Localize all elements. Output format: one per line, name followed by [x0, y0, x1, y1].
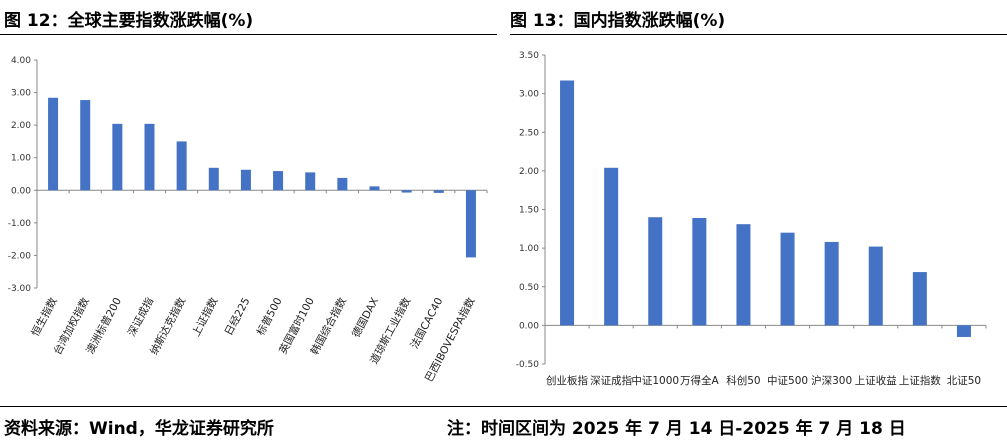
bar-right-5	[780, 232, 795, 326]
footer-note: 注：时间区间为 2025 年 7 月 14 日-2025 年 7 月 18 日	[447, 419, 906, 439]
bar-right-0	[560, 80, 575, 326]
category-label: 北证50	[947, 375, 981, 387]
category-label: 深证成指	[590, 374, 632, 387]
category-label: 深证成指	[125, 295, 156, 339]
footer-divider	[0, 406, 1007, 407]
bar-left-3	[144, 123, 155, 191]
bar-right-4	[736, 224, 751, 326]
bar-left-9	[337, 177, 348, 191]
category-label: 日经225	[222, 295, 253, 337]
title-divider-right	[510, 34, 1007, 35]
bar-right-1	[604, 167, 619, 326]
bar-right-9	[956, 325, 971, 337]
chart-right: 3.50 3.00 2.50 2.00 1.50 1.00 0.50 0.00 -0.50 创业板…	[516, 51, 987, 387]
chart-left: 4.003.002.001.000.00-1.00-2.00-3.00恒生指数台…	[8, 56, 488, 384]
y-tick-label: 1.50	[519, 206, 539, 216]
y-tick-label: 3.00	[11, 89, 31, 99]
y-tick-label: 1.00	[11, 154, 31, 164]
category-label: 标普500	[254, 295, 285, 337]
y-tick-label: 3.00	[519, 90, 539, 100]
bar-left-0	[48, 97, 59, 191]
category-label: 中证1000	[631, 374, 679, 387]
bar-left-7	[273, 171, 284, 191]
bar-left-4	[176, 141, 187, 191]
y-tick-label: 0.00	[519, 321, 539, 331]
bar-left-2	[112, 123, 123, 191]
category-label: 沪深300	[811, 374, 852, 387]
bar-left-8	[305, 172, 316, 191]
y-tick-label: 3.50	[519, 51, 539, 61]
category-label: 科创50	[726, 374, 760, 387]
category-label: 上证指数	[189, 295, 220, 339]
bar-left-1	[80, 100, 91, 191]
figure-13-title: 图 13：国内指数涨跌幅(%)	[510, 11, 726, 31]
y-tick-label: -0.50	[516, 360, 540, 370]
y-tick-label: 4.00	[11, 56, 31, 66]
y-tick-label: 2.00	[519, 167, 539, 177]
category-label: 德国DAX	[349, 295, 381, 339]
bar-left-11	[401, 190, 412, 193]
y-tick-label: 2.00	[11, 121, 31, 131]
category-label: 中证500	[767, 374, 808, 387]
bar-left-6	[240, 169, 251, 191]
category-label: 上证收益	[855, 374, 897, 387]
y-tick-label: 0.50	[519, 283, 539, 293]
y-tick-label: -1.00	[8, 219, 32, 229]
bar-right-2	[648, 217, 663, 326]
category-label: 恒生指数	[29, 295, 60, 339]
category-label: 法国CAC40	[408, 295, 446, 351]
bar-right-8	[912, 272, 927, 326]
footer-source: 资料来源：Wind，华龙证券研究所	[4, 419, 274, 439]
bar-right-3	[692, 217, 707, 326]
bar-right-6	[824, 241, 839, 326]
y-tick-label: 1.00	[519, 244, 539, 254]
y-tick-label: 2.50	[519, 128, 539, 138]
category-label: 创业板指	[546, 374, 588, 387]
y-tick-label: -3.00	[8, 284, 32, 294]
bar-left-12	[433, 190, 444, 193]
y-tick-label: -2.00	[8, 251, 32, 261]
bar-left-5	[208, 167, 219, 191]
bar-right-7	[868, 246, 883, 326]
bar-left-10	[369, 186, 380, 191]
category-label: 上证指数	[899, 374, 941, 387]
title-divider-left	[0, 34, 497, 35]
y-tick-label: 0.00	[11, 186, 31, 196]
bar-left-13	[465, 190, 476, 258]
category-label: 万得全A	[680, 374, 719, 387]
figure-12-title: 图 12：全球主要指数涨跌幅(%)	[4, 11, 254, 31]
